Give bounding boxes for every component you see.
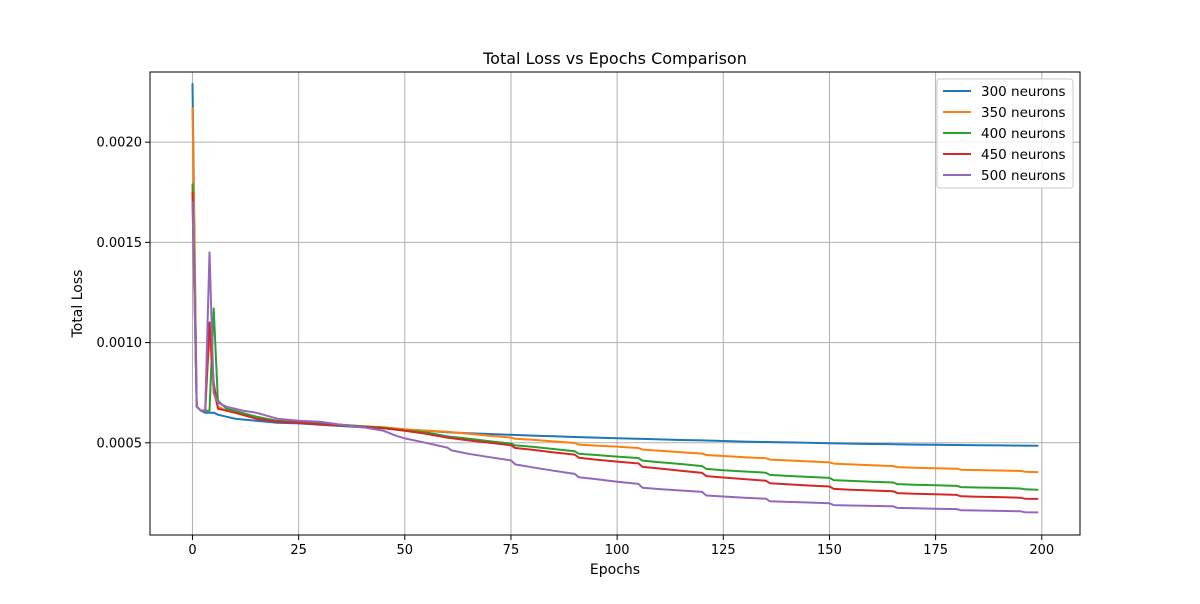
x-tick-label: 175 — [923, 543, 948, 558]
series-line-4 — [191, 191, 1039, 500]
x-tick-label: 200 — [1029, 543, 1054, 558]
x-tick-label: 25 — [290, 543, 307, 558]
legend-label-5: 500 neurons — [981, 168, 1066, 184]
legend: 300 neurons 350 neurons 400 neurons 450 neu… — [936, 78, 1074, 189]
series-line-1 — [191, 83, 1039, 447]
series-line-5 — [191, 201, 1039, 514]
x-tick-label: 50 — [397, 543, 414, 558]
y-tick-label: 0.0005 — [97, 436, 143, 451]
legend-label-3: 400 neurons — [981, 126, 1066, 142]
x-axis-ticks: 0 25 50 75 100 125 150 175 200 — [188, 535, 1054, 558]
series-lines — [191, 83, 1039, 514]
legend-label-1: 300 neurons — [981, 84, 1066, 100]
legend-label-4: 450 neurons — [981, 147, 1066, 163]
y-tick-label: 0.0010 — [97, 336, 143, 351]
series-line-3 — [191, 183, 1039, 491]
y-axis-ticks: 0.0005 0.0010 0.0015 0.0020 — [97, 136, 150, 451]
x-tick-label: 75 — [503, 543, 520, 558]
y-tick-label: 0.0015 — [97, 236, 143, 251]
plot-frame — [149, 71, 1081, 536]
x-tick-label: 150 — [817, 543, 842, 558]
x-tick-label: 100 — [605, 543, 630, 558]
y-tick-label: 0.0020 — [97, 136, 143, 151]
x-axis-label: Epochs — [590, 562, 640, 578]
x-tick-label: 125 — [711, 543, 736, 558]
y-axis-label: Total Loss — [70, 270, 86, 339]
x-tick-label: 0 — [188, 543, 196, 558]
chart-title: Total Loss vs Epochs Comparison — [482, 49, 747, 68]
legend-box — [936, 78, 1074, 189]
legend-label-2: 350 neurons — [981, 105, 1066, 121]
